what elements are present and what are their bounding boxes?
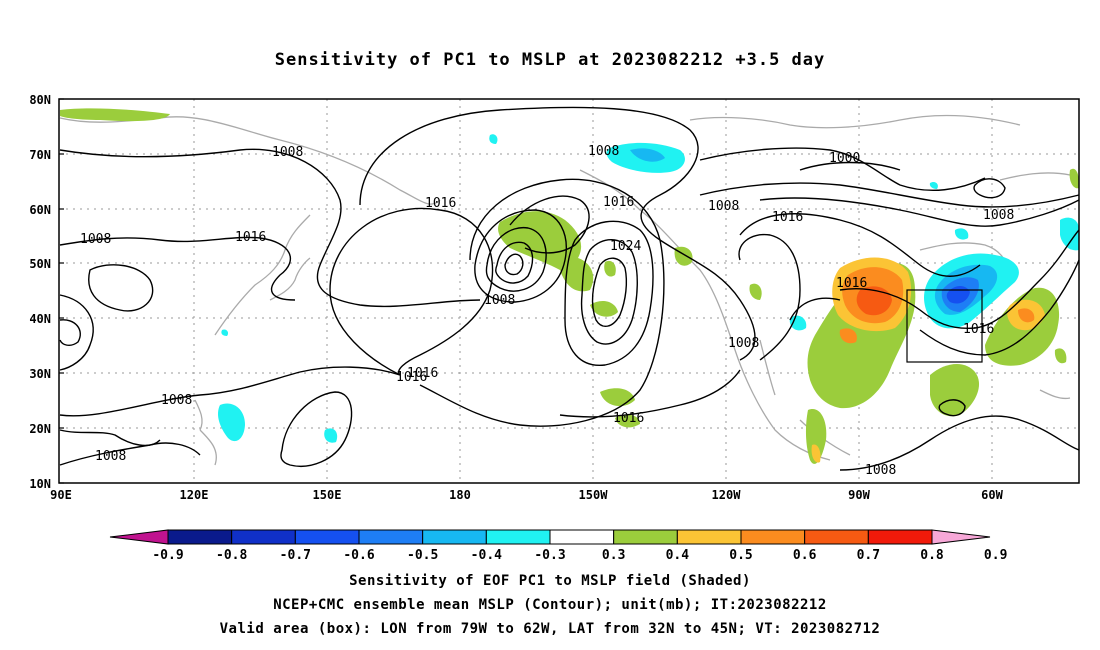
colorbar-label: -0.4 <box>471 548 502 563</box>
colorbar-label: -0.5 <box>407 548 438 563</box>
contour-label: 1016 <box>963 322 994 337</box>
lon-tick-label: 90E <box>50 488 72 502</box>
contour-label: 1008 <box>588 144 619 159</box>
contour-label: 1000 <box>829 151 860 166</box>
lat-tick-label: 30N <box>29 367 51 381</box>
mslp-contours <box>59 106 1080 471</box>
lon-tick-label: 150W <box>579 488 609 502</box>
lon-tick-label: 120W <box>712 488 742 502</box>
lat-tick-label: 20N <box>29 422 51 436</box>
colorbar-label: -0.6 <box>343 548 374 563</box>
contour-label: 1016 <box>407 366 438 381</box>
colorbar-arrow-high <box>931 529 991 545</box>
contour-label: 1008 <box>983 208 1014 223</box>
caption-line-2: NCEP+CMC ensemble mean MSLP (Contour); u… <box>273 597 827 613</box>
colorbar: -0.9 -0.8 -0.7 -0.6 -0.5 -0.4 -0.3 0.3 0.4 0.5 0.6… <box>109 529 1007 563</box>
contour-label: 1008 <box>272 145 303 160</box>
colorbar-arrow-low <box>109 529 169 545</box>
contour-label: 1008 <box>80 232 111 247</box>
colorbar-segment <box>740 529 806 545</box>
colorbar-label: 0.7 <box>857 548 880 563</box>
contour-label: 1008 <box>161 393 192 408</box>
colorbar-label: 0.4 <box>666 548 690 563</box>
contour-label: 1024 <box>610 239 641 254</box>
lat-tick-label: 50N <box>29 257 51 271</box>
colorbar-label: 0.6 <box>793 548 817 563</box>
contour-label: 1016 <box>603 195 634 210</box>
lat-tick-label: 70N <box>29 148 51 162</box>
lon-tick-label: 150E <box>313 488 342 502</box>
lat-tick-label: 10N <box>29 477 51 491</box>
lat-tick-label: 80N <box>29 93 51 107</box>
colorbar-segment <box>358 529 424 545</box>
colorbar-segment <box>613 529 678 545</box>
colorbar-segment <box>422 529 487 545</box>
colorbar-label: -0.7 <box>280 548 311 563</box>
lon-tick-label: 180 <box>449 488 471 502</box>
colorbar-segment <box>294 529 360 545</box>
chart-title: Sensitivity of PC1 to MSLP at 2023082212… <box>274 50 826 70</box>
colorbar-label: 0.9 <box>984 548 1007 563</box>
plot-frame <box>58 98 1080 484</box>
colorbar-segment <box>231 529 296 545</box>
contour-label: 1008 <box>95 449 126 464</box>
colorbar-label: 0.8 <box>920 548 944 563</box>
caption-line-3: Valid area (box): LON from 79W to 62W, L… <box>219 621 881 637</box>
colorbar-label: -0.9 <box>152 548 183 563</box>
shaded-positive <box>60 108 1080 464</box>
lat-tick-label: 40N <box>29 312 51 326</box>
colorbar-segment <box>167 529 233 545</box>
lat-tick-label: 60N <box>29 203 51 217</box>
lon-tick-label: 90W <box>848 488 870 502</box>
contour-label: 1016 <box>772 210 803 225</box>
lon-tick-label: 60W <box>981 488 1003 502</box>
contour-label: 1016 <box>396 370 427 385</box>
colorbar-segment <box>485 529 551 545</box>
contour-label: 1008 <box>708 199 739 214</box>
contour-label: 1016 <box>613 411 644 426</box>
colorbar-label: -0.3 <box>534 548 565 563</box>
lat-ticks <box>59 98 64 484</box>
colorbar-segment <box>867 529 933 545</box>
colorbar-label: 0.5 <box>729 548 752 563</box>
colorbar-segment <box>549 529 615 545</box>
colorbar-segment <box>676 529 742 545</box>
contour-label: 1008 <box>728 336 759 351</box>
contour-label: 1008 <box>865 463 896 478</box>
caption-line-1: Sensitivity of EOF PC1 to MSLP field (Sh… <box>349 573 751 589</box>
contour-label: 1008 <box>484 293 515 308</box>
colorbar-label: -0.8 <box>216 548 247 563</box>
valid-area-box <box>906 289 983 363</box>
colorbar-segment <box>804 529 869 545</box>
lon-tick-label: 120E <box>180 488 209 502</box>
contour-label: 1016 <box>235 230 266 245</box>
contour-label: 1016 <box>836 276 867 291</box>
colorbar-label: 0.3 <box>602 548 625 563</box>
contour-label: 1016 <box>425 196 456 211</box>
